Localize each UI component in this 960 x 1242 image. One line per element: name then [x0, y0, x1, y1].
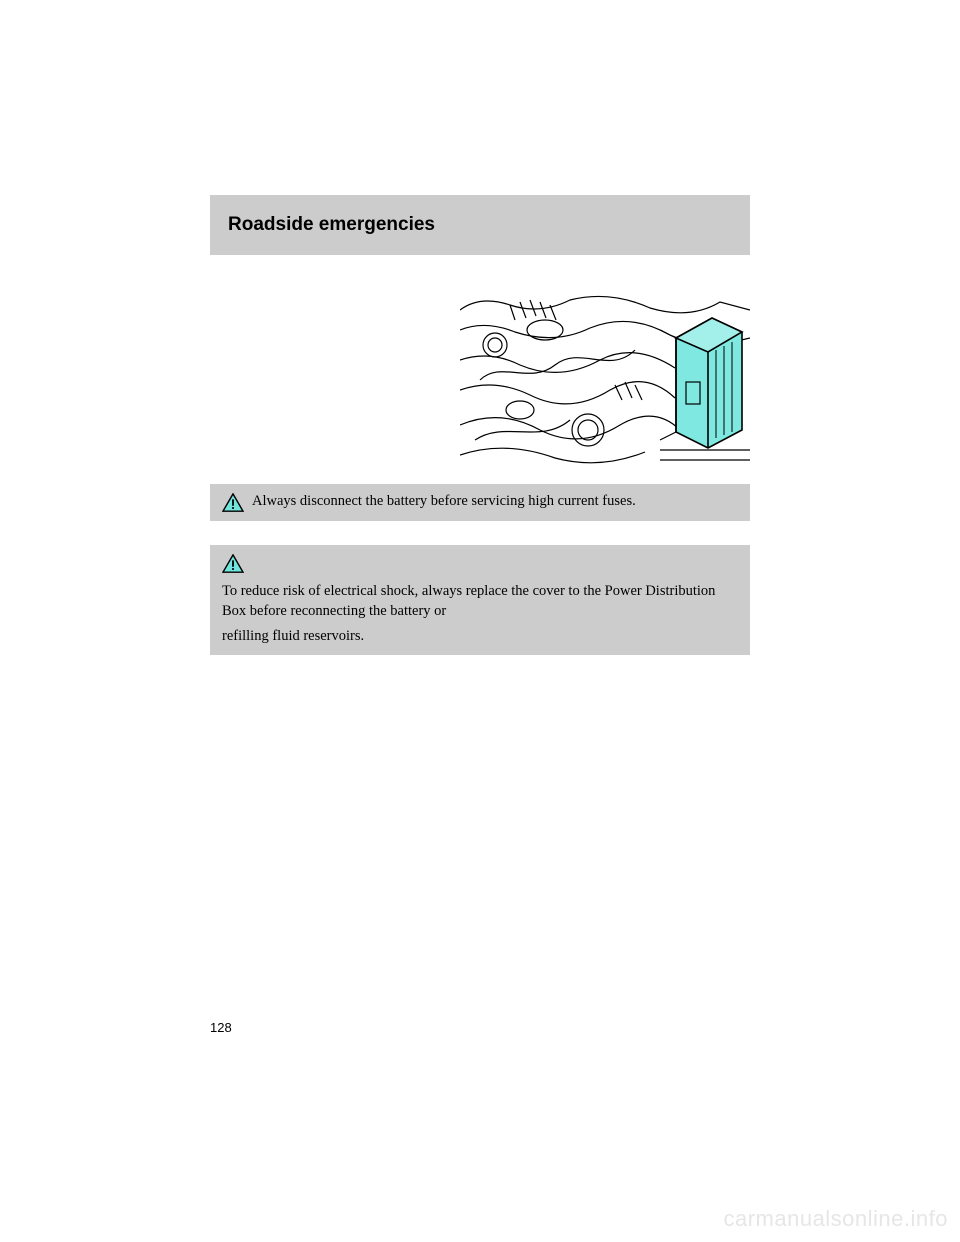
manual-page: Roadside emergencies — [0, 0, 960, 1242]
warning-text-continuation: refilling fluid reservoirs. — [222, 627, 738, 647]
warning-text: Always disconnect the battery before ser… — [252, 492, 636, 512]
warning-triangle-icon — [222, 493, 244, 513]
engine-compartment-illustration — [460, 290, 750, 465]
warning-text-lead: To reduce risk of electrical shock, alwa… — [222, 582, 738, 621]
section-title: Roadside emergencies — [228, 214, 435, 236]
watermark-text: carmanualsonline.info — [723, 1206, 948, 1232]
warning-box-disconnect-battery: Always disconnect the battery before ser… — [210, 484, 750, 521]
warning-triangle-icon — [222, 554, 244, 574]
section-header-band: Roadside emergencies — [210, 195, 750, 255]
power-distribution-box-highlight — [676, 318, 742, 448]
warning-box-electrical-shock: To reduce risk of electrical shock, alwa… — [210, 545, 750, 655]
page-number: 128 — [210, 1020, 232, 1035]
